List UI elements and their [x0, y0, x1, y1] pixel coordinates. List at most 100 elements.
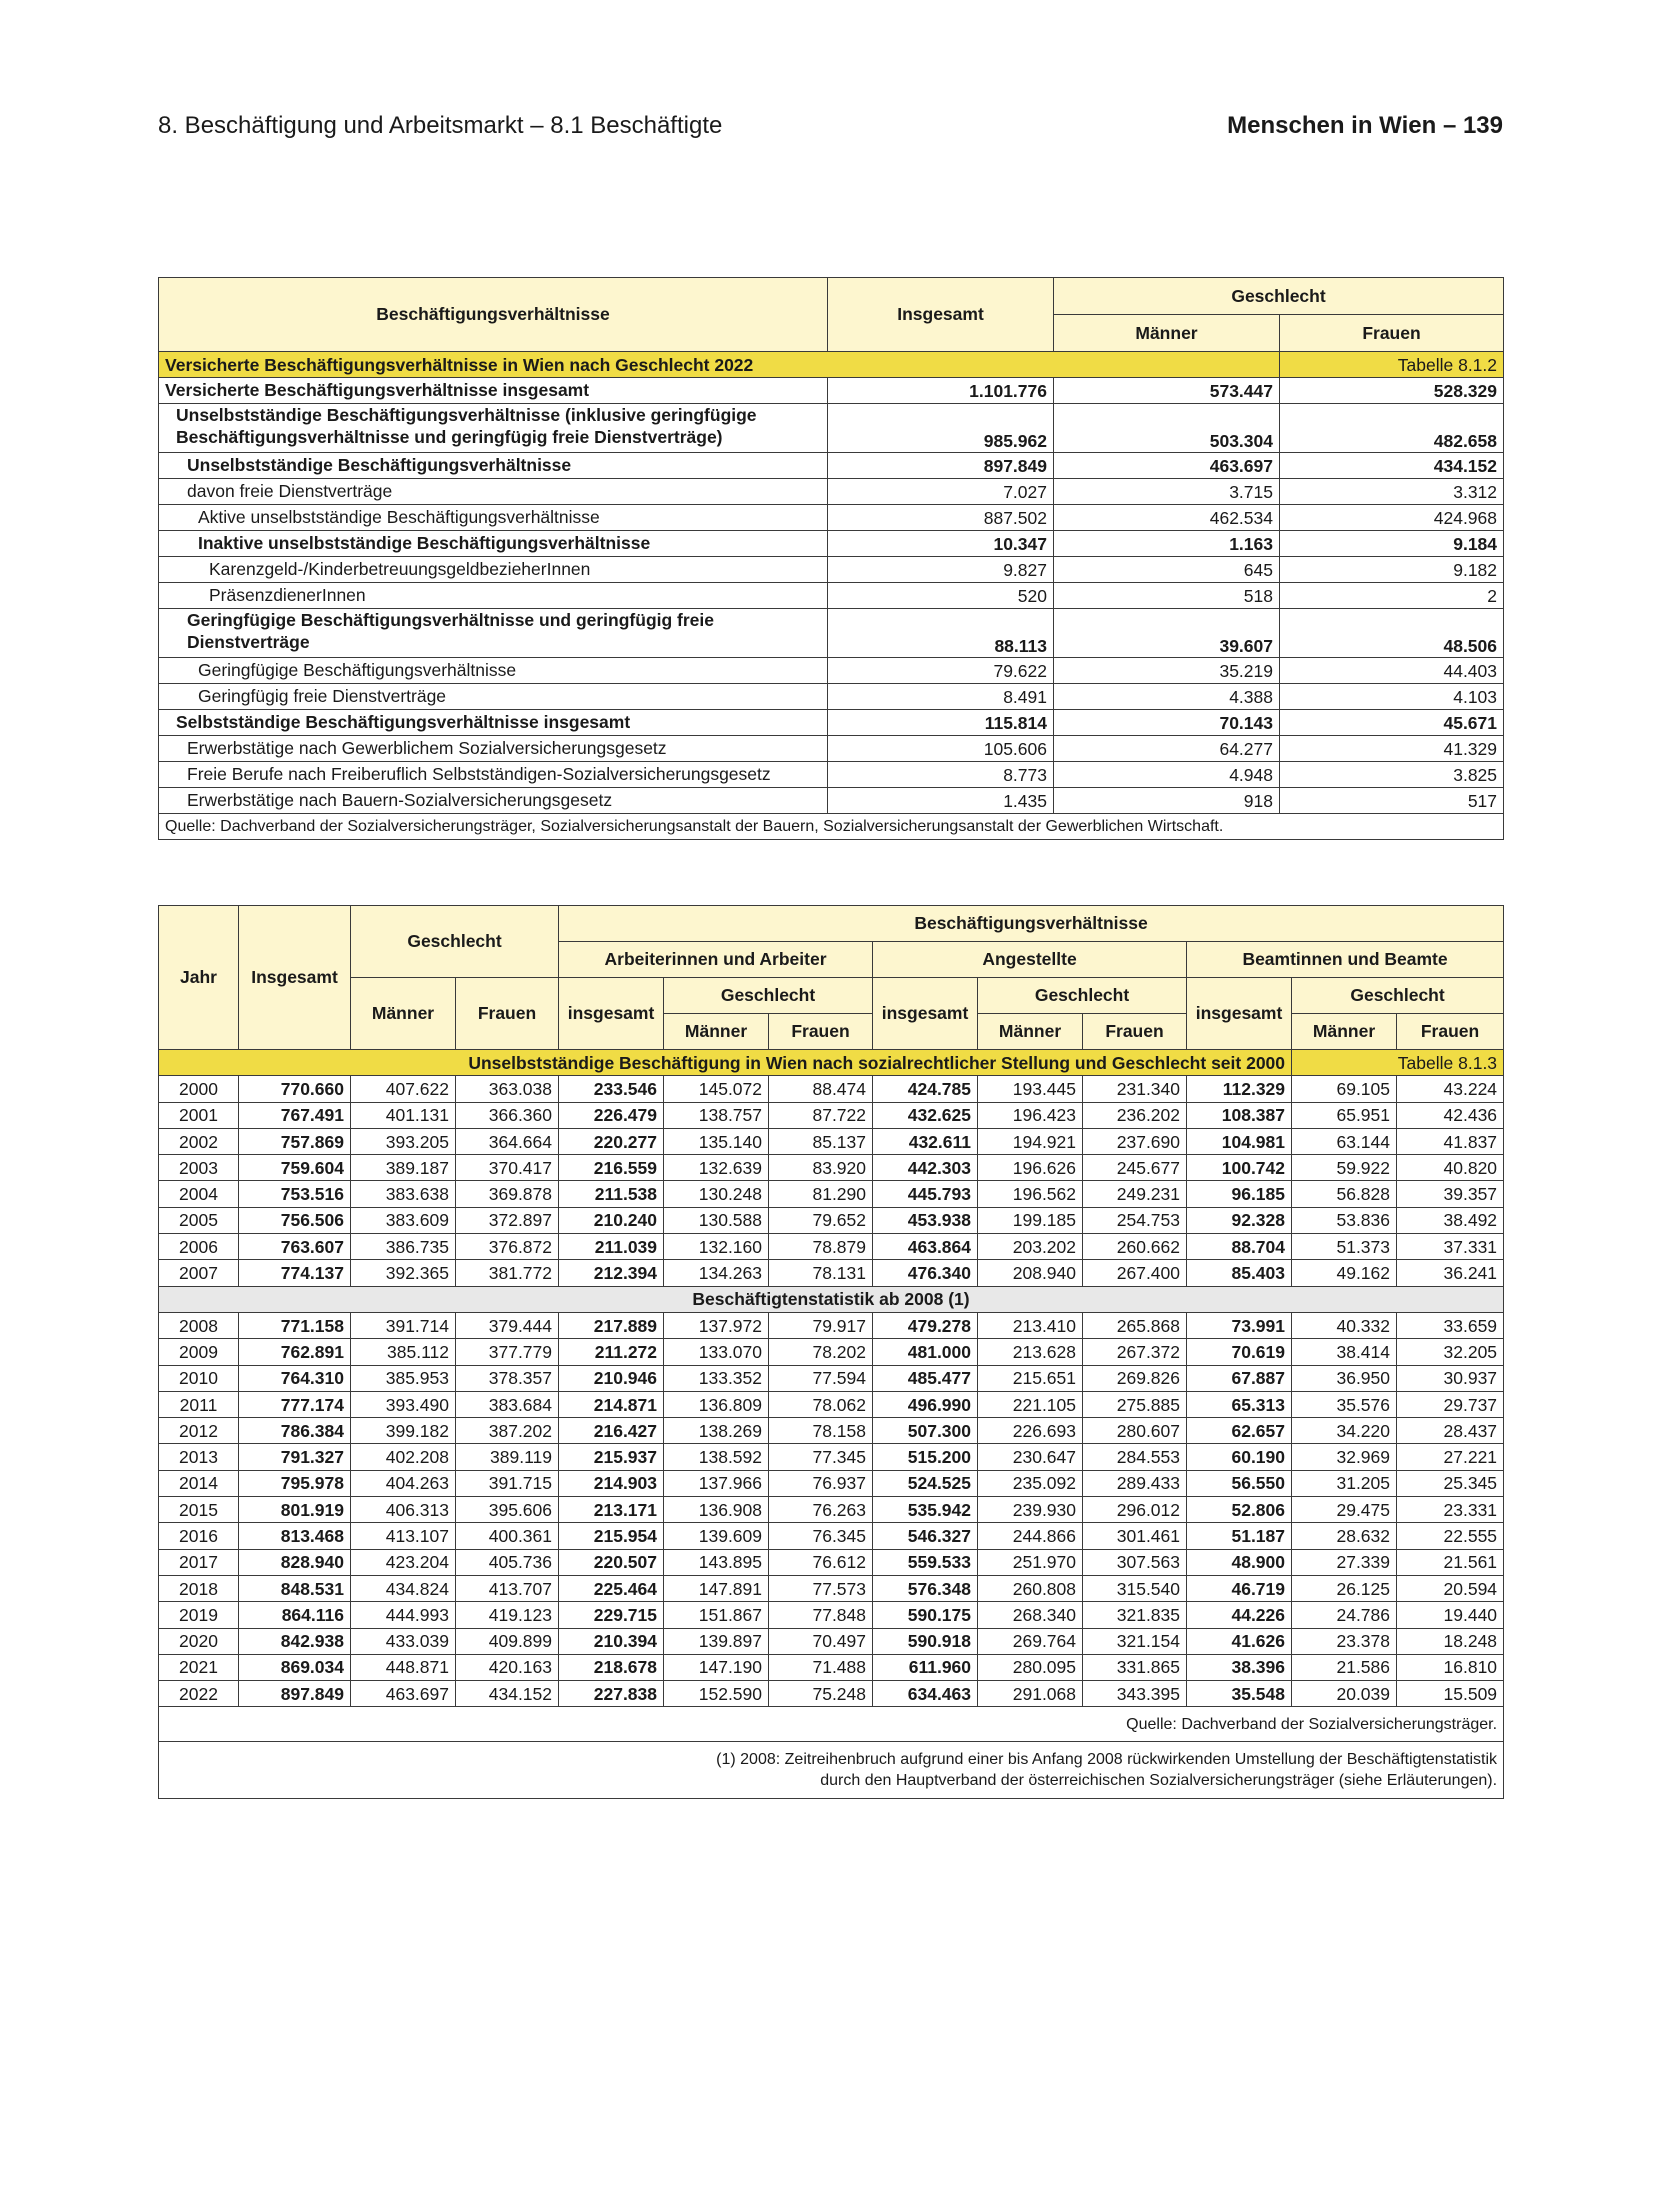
- cell-value: 771.158: [238, 1311, 351, 1340]
- cell-value: 481.000: [872, 1338, 979, 1366]
- table-title: Unselbstständige Beschäftigung in Wien n…: [157, 1048, 1293, 1077]
- cell-value: 16.810: [1396, 1653, 1505, 1682]
- cell-value: 419.123: [454, 1601, 560, 1629]
- cell-value: 15.509: [1396, 1680, 1505, 1708]
- cell-value: 391.715: [454, 1469, 560, 1498]
- cell-value: 828.940: [238, 1548, 351, 1576]
- cell-women: 517: [1278, 787, 1505, 814]
- cell-value: 413.107: [350, 1522, 456, 1550]
- cell-value: 33.659: [1396, 1311, 1505, 1340]
- cell-women: 482.658: [1278, 403, 1505, 453]
- cell-value: 379.444: [454, 1311, 560, 1340]
- cell-value: 463.697: [350, 1680, 456, 1708]
- cell-value: 22.555: [1396, 1522, 1505, 1550]
- cell-value: 213.628: [977, 1338, 1084, 1366]
- cell-value: 404.263: [350, 1469, 456, 1498]
- cell-value: 269.826: [1082, 1364, 1188, 1392]
- header-workers-total: insgesamt: [558, 977, 665, 1050]
- cell-value: 147.190: [663, 1653, 770, 1682]
- table-row: 2005 756.506 383.609 372.897 210.240 130.588 7…: [158, 1206, 1505, 1235]
- cell-value: 52.806: [1186, 1496, 1293, 1524]
- cell-value: 463.864: [872, 1233, 979, 1261]
- cell-value: 485.477: [872, 1364, 979, 1392]
- cell-value: 400.361: [454, 1522, 560, 1550]
- cell-value: 759.604: [238, 1154, 351, 1182]
- cell-value: 254.753: [1082, 1206, 1188, 1235]
- cell-value: 442.303: [872, 1154, 979, 1182]
- cell-women: 424.968: [1278, 504, 1505, 531]
- cell-value: 432.611: [872, 1127, 979, 1156]
- cell-value: 36.950: [1291, 1364, 1398, 1392]
- cell-value: 210.394: [558, 1627, 665, 1655]
- cell-value: 23.331: [1396, 1496, 1505, 1524]
- cell-value: 87.722: [768, 1101, 874, 1129]
- cell-value: 576.348: [872, 1574, 979, 1603]
- cell-value: 132.639: [663, 1154, 770, 1182]
- table-number: Tabelle 8.1.3: [1291, 1048, 1505, 1077]
- cell-value: 37.331: [1396, 1233, 1505, 1261]
- row-label: Freie Berufe nach Freiberuflich Selbstst…: [158, 761, 828, 788]
- row-label: Unselbstständige Beschäftigungsverhältni…: [158, 403, 828, 453]
- footnote-line-2: durch den Hauptverband der österreichisc…: [820, 1772, 1498, 1790]
- cell-total: 10.347: [827, 530, 1054, 557]
- cell-value: 78.879: [768, 1233, 874, 1261]
- row-label: Inaktive unselbstständige Beschäftigungs…: [158, 530, 828, 557]
- cell-value: 389.119: [454, 1443, 560, 1471]
- cell-value: 138.757: [663, 1101, 770, 1129]
- table-row: Versicherte Beschäftigungsverhältnisse i…: [158, 377, 1505, 404]
- cell-value: 139.609: [663, 1522, 770, 1550]
- table-row: 2019 864.116 444.993 419.123 229.715 151.867 7…: [158, 1601, 1505, 1629]
- cell-value: 34.220: [1291, 1417, 1398, 1445]
- cell-value: 26.125: [1291, 1574, 1398, 1603]
- cell-value: 535.942: [872, 1496, 979, 1524]
- cell-value: 77.573: [768, 1574, 874, 1603]
- table-row: Aktive unselbstständige Beschäftigungsve…: [158, 504, 1505, 531]
- cell-value: 369.878: [454, 1180, 560, 1208]
- cell-value: 21.586: [1291, 1653, 1398, 1682]
- header-civil-servants-women: Frauen: [1396, 1013, 1505, 1050]
- cell-value: 476.340: [872, 1259, 979, 1287]
- cell-value: 402.208: [350, 1443, 456, 1471]
- cell-value: 138.592: [663, 1443, 770, 1471]
- header-total: Insgesamt: [827, 277, 1054, 352]
- cell-value: 67.887: [1186, 1364, 1293, 1392]
- header-civil-servants-gender: Geschlecht: [1291, 977, 1505, 1014]
- cell-men: 503.304: [1053, 403, 1280, 453]
- cell-value: 432.625: [872, 1101, 979, 1129]
- cell-value: 395.606: [454, 1496, 560, 1524]
- table-source: Quelle: Dachverband der Sozialversicheru…: [157, 813, 1505, 840]
- cell-value: 21.561: [1396, 1548, 1505, 1576]
- cell-value: 767.491: [238, 1101, 351, 1129]
- cell-value: 133.070: [663, 1338, 770, 1366]
- cell-value: 383.609: [350, 1206, 456, 1235]
- cell-value: 275.885: [1082, 1390, 1188, 1419]
- cell-value: 88.704: [1186, 1233, 1293, 1261]
- table-row: 2008 771.158 391.714 379.444 217.889 137.972 7…: [158, 1311, 1505, 1340]
- cell-value: 65.951: [1291, 1101, 1398, 1129]
- cell-value: 444.993: [350, 1601, 456, 1629]
- cell-value: 36.241: [1396, 1259, 1505, 1287]
- cell-value: 133.352: [663, 1364, 770, 1392]
- cell-value: 420.163: [454, 1653, 560, 1682]
- cell-value: 25.345: [1396, 1469, 1505, 1498]
- cell-value: 196.423: [977, 1101, 1084, 1129]
- cell-value: 265.868: [1082, 1311, 1188, 1340]
- table-row: 2003 759.604 389.187 370.417 216.559 132.639 8…: [158, 1154, 1505, 1182]
- header-civil-servants: Beamtinnen und Beamte: [1186, 941, 1505, 978]
- cell-value: 130.588: [663, 1206, 770, 1235]
- cell-women: 434.152: [1278, 452, 1505, 479]
- cell-year: 2007: [158, 1259, 239, 1287]
- header-women: Frauen: [1278, 314, 1505, 352]
- cell-value: 434.824: [350, 1574, 456, 1603]
- cell-value: 393.205: [350, 1127, 456, 1156]
- table-row: 2001 767.491 401.131 366.360 226.479 138.757 8…: [158, 1101, 1505, 1129]
- row-label: Karenzgeld-/Kinderbetreuungsgeldbezieher…: [158, 556, 828, 583]
- cell-value: 221.105: [977, 1390, 1084, 1419]
- cell-value: 42.436: [1396, 1101, 1505, 1129]
- cell-value: 453.938: [872, 1206, 979, 1235]
- cell-value: 210.946: [558, 1364, 665, 1392]
- cell-value: 76.612: [768, 1548, 874, 1576]
- header-employees: Angestellte: [872, 941, 1188, 978]
- cell-value: 56.828: [1291, 1180, 1398, 1208]
- row-label: Unselbstständige Beschäftigungsverhältni…: [158, 452, 828, 479]
